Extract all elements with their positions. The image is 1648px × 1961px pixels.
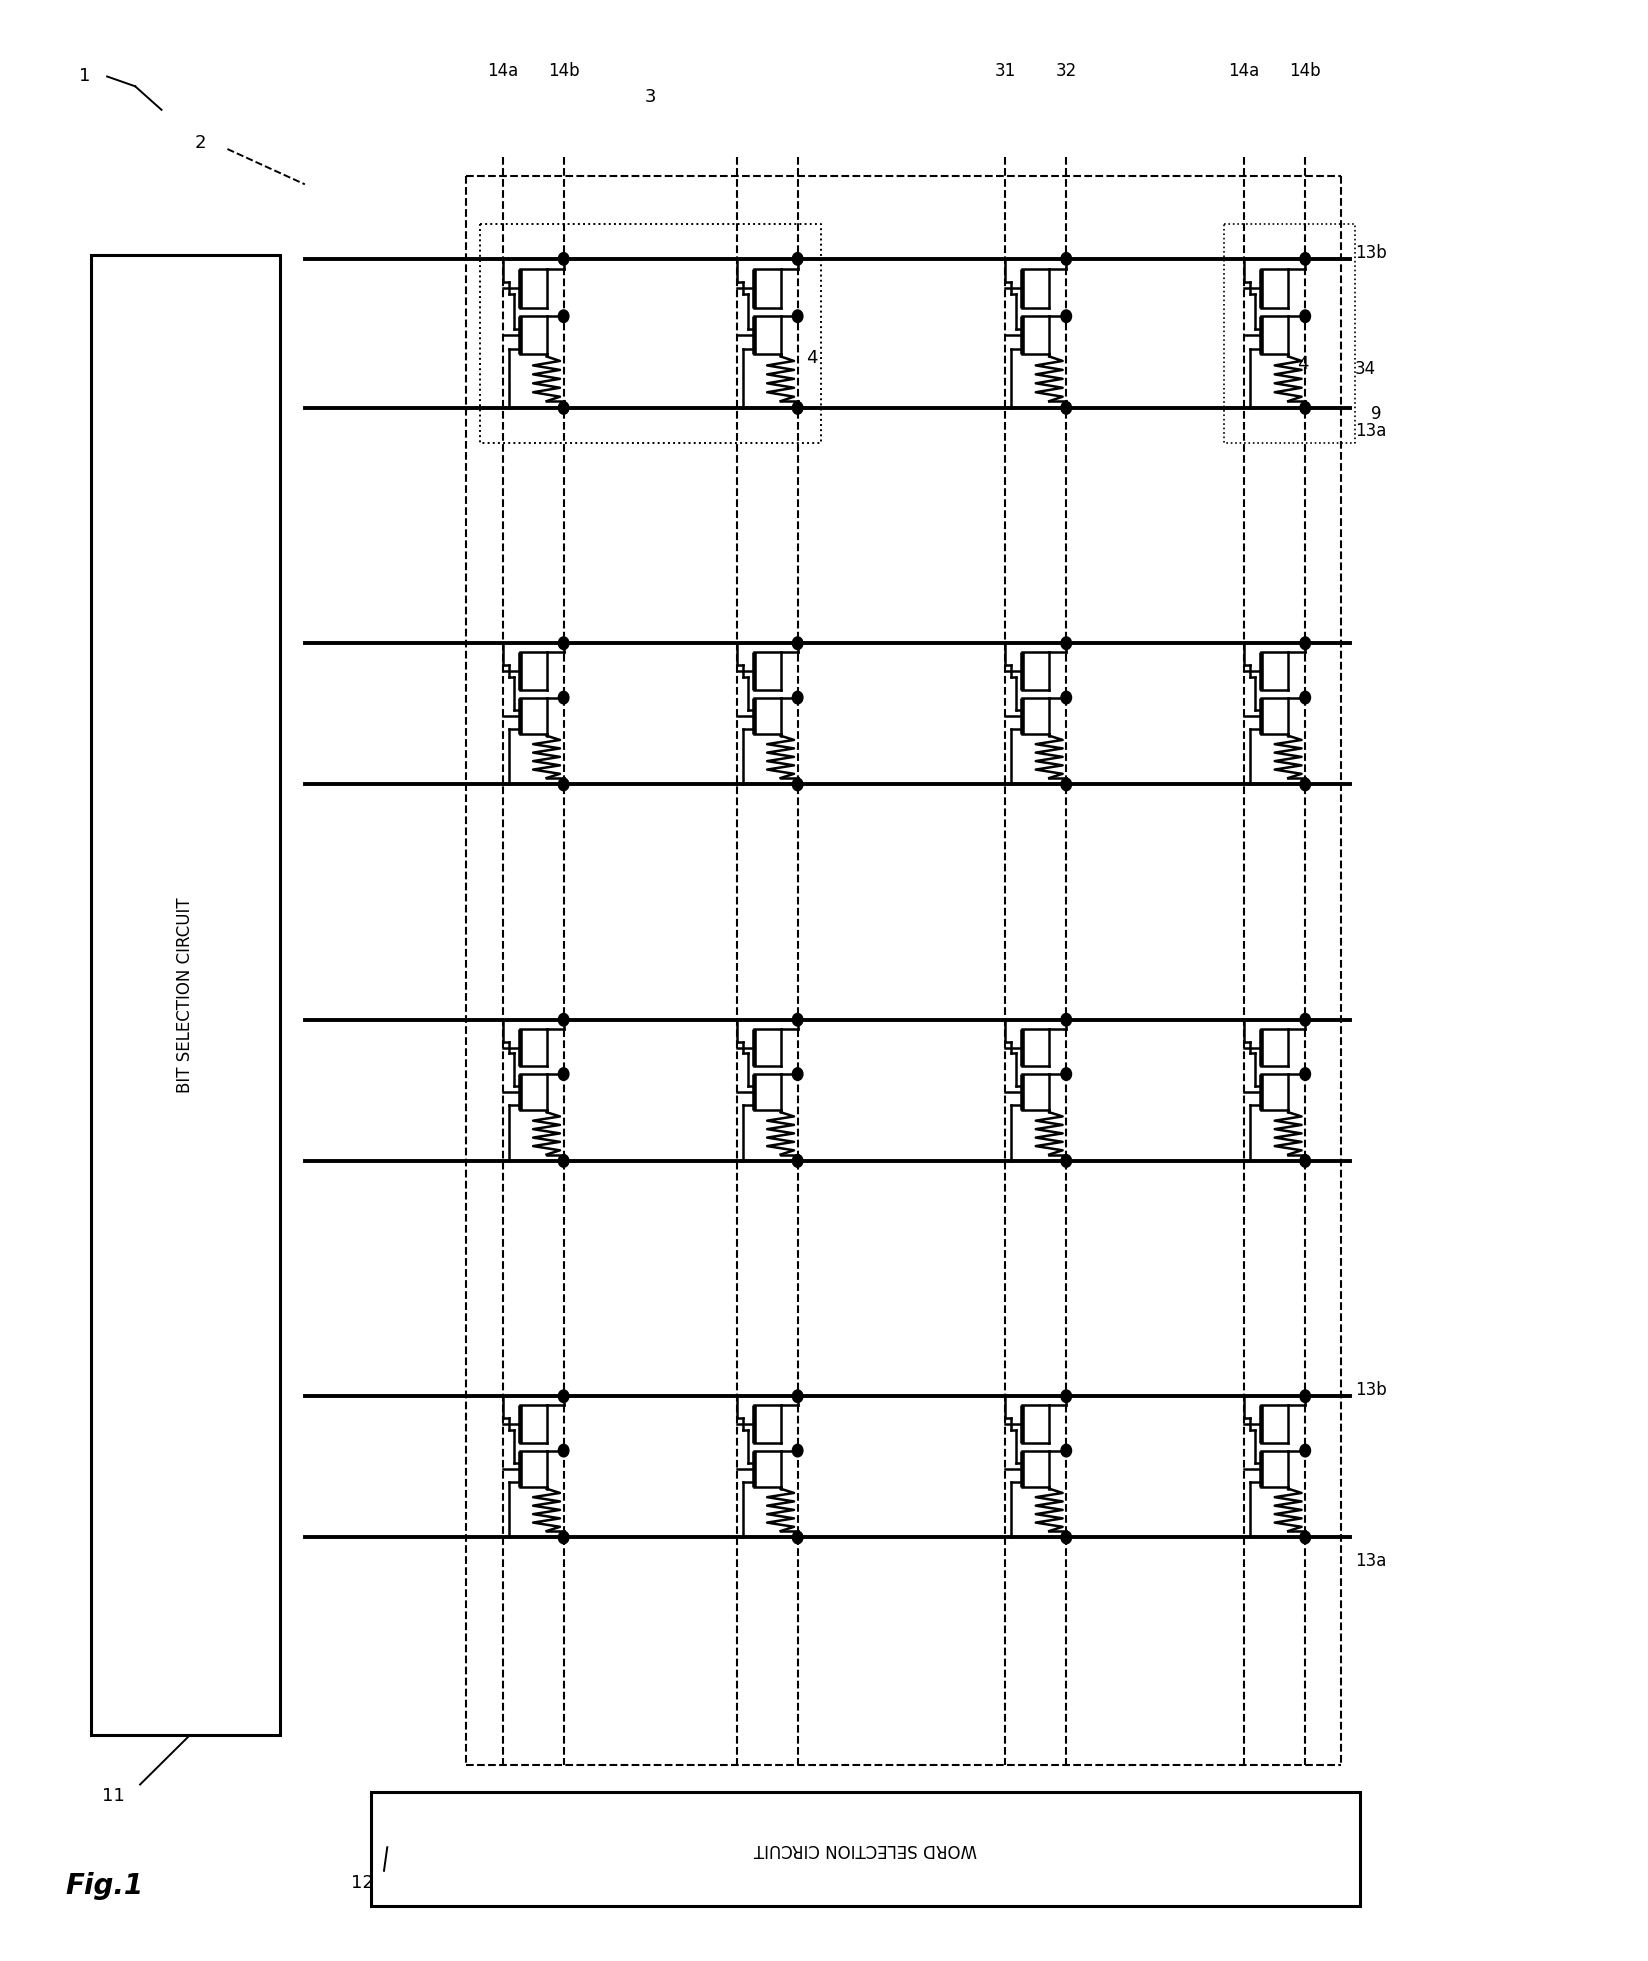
Text: 1: 1: [79, 67, 91, 86]
Circle shape: [1300, 1014, 1310, 1026]
Circle shape: [793, 692, 803, 704]
Circle shape: [1300, 253, 1310, 265]
Circle shape: [1061, 1155, 1071, 1167]
Circle shape: [1300, 779, 1310, 790]
Circle shape: [1300, 637, 1310, 649]
Circle shape: [793, 1014, 803, 1026]
Circle shape: [1061, 1069, 1071, 1081]
Circle shape: [1061, 637, 1071, 649]
Circle shape: [793, 1155, 803, 1167]
Text: 32: 32: [1056, 63, 1076, 80]
Circle shape: [793, 1390, 803, 1402]
Circle shape: [793, 1532, 803, 1543]
Text: 13b: 13b: [1355, 243, 1386, 263]
Text: 11: 11: [102, 1786, 125, 1806]
Text: 3: 3: [644, 88, 656, 106]
Circle shape: [559, 1014, 569, 1026]
Circle shape: [1300, 1532, 1310, 1543]
Text: 14b: 14b: [547, 63, 580, 80]
Circle shape: [1061, 692, 1071, 704]
Circle shape: [1300, 1390, 1310, 1402]
Text: 13a: 13a: [1355, 422, 1386, 441]
Circle shape: [1300, 692, 1310, 704]
Circle shape: [1300, 1445, 1310, 1457]
Circle shape: [793, 1069, 803, 1081]
Text: BIT SELECTION CIRCUIT: BIT SELECTION CIRCUIT: [176, 898, 194, 1092]
Circle shape: [1061, 310, 1071, 322]
Circle shape: [1300, 310, 1310, 322]
Circle shape: [1061, 1014, 1071, 1026]
Circle shape: [559, 402, 569, 414]
Circle shape: [559, 310, 569, 322]
Text: 14a: 14a: [1229, 63, 1259, 80]
Circle shape: [559, 1069, 569, 1081]
Circle shape: [1061, 1445, 1071, 1457]
Circle shape: [559, 1445, 569, 1457]
Circle shape: [793, 637, 803, 649]
Text: 34: 34: [1355, 359, 1376, 378]
Circle shape: [559, 637, 569, 649]
Circle shape: [1061, 1532, 1071, 1543]
Circle shape: [793, 1445, 803, 1457]
Text: 4: 4: [806, 349, 817, 367]
Bar: [91, 255, 280, 1735]
Circle shape: [1061, 402, 1071, 414]
Bar: [371, 1792, 1360, 1906]
Circle shape: [559, 779, 569, 790]
Text: 14b: 14b: [1289, 63, 1322, 80]
Text: 2: 2: [194, 133, 206, 153]
Circle shape: [793, 779, 803, 790]
Circle shape: [793, 253, 803, 265]
Circle shape: [1300, 1155, 1310, 1167]
Circle shape: [1061, 779, 1071, 790]
Circle shape: [1300, 402, 1310, 414]
Text: 13b: 13b: [1355, 1381, 1386, 1400]
Text: Fig.1: Fig.1: [66, 1873, 143, 1900]
Circle shape: [559, 1390, 569, 1402]
Text: 31: 31: [995, 63, 1015, 80]
Circle shape: [1061, 1390, 1071, 1402]
Text: 4: 4: [1297, 355, 1309, 373]
Circle shape: [559, 1155, 569, 1167]
Circle shape: [793, 402, 803, 414]
Circle shape: [559, 253, 569, 265]
Circle shape: [1061, 253, 1071, 265]
Text: 12: 12: [351, 1873, 374, 1892]
Text: 13a: 13a: [1355, 1551, 1386, 1571]
Circle shape: [559, 1532, 569, 1543]
Circle shape: [1300, 1069, 1310, 1081]
Text: WORD SELECTION CIRCUIT: WORD SELECTION CIRCUIT: [753, 1839, 977, 1859]
Circle shape: [559, 692, 569, 704]
Text: 14a: 14a: [488, 63, 517, 80]
Circle shape: [793, 310, 803, 322]
Text: 9: 9: [1371, 404, 1381, 424]
